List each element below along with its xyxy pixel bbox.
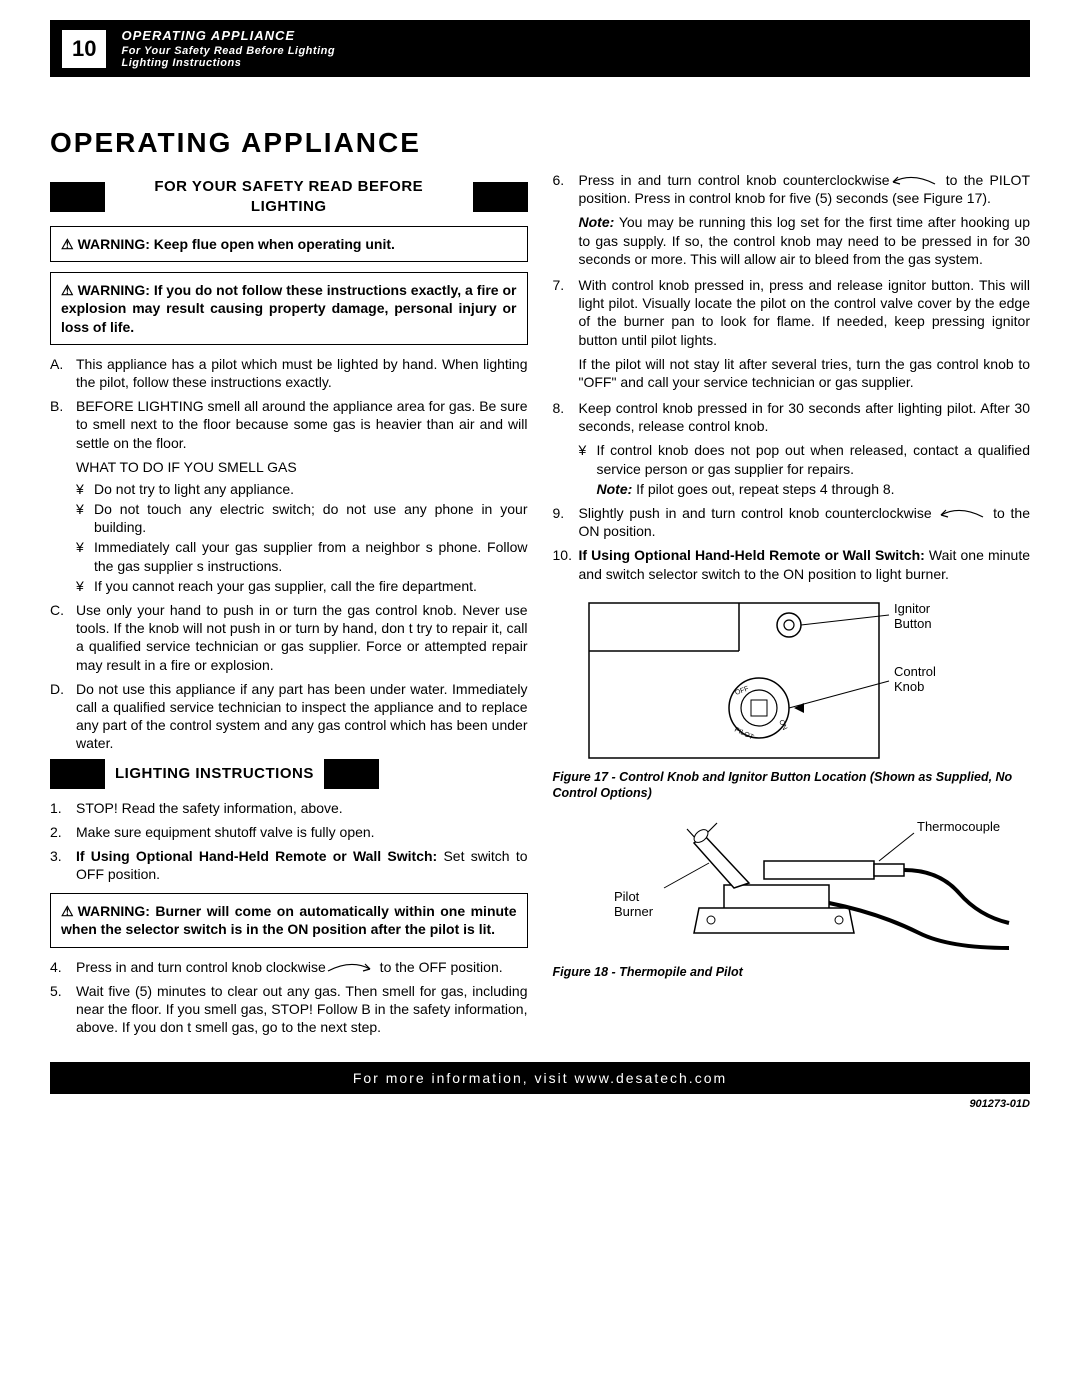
item-c: C.Use only your hand to push in or turn … [50, 601, 528, 674]
note-6: Note: You may be running this log set fo… [579, 213, 1031, 268]
safety-section-header: FOR YOUR SAFETY READ BEFORE LIGHTING [50, 177, 528, 216]
warning-1-text: WARNING: Keep flue open when operating u… [78, 236, 395, 252]
step-7: 7.With control knob pressed in, press an… [553, 276, 1031, 349]
step-3: 3.If Using Optional Hand-Held Remote or … [50, 847, 528, 883]
warning-box-3: ⚠WARNING: Burner will come on automatica… [50, 893, 528, 947]
item-a: A.This appliance has a pilot which must … [50, 355, 528, 391]
figure-17: Ignitor Button OFF PILOT ON Control Knob [579, 593, 1031, 763]
svg-text:Knob: Knob [894, 679, 924, 694]
smell-gas-list: WHAT TO DO IF YOU SMELL GAS ¥Do not try … [76, 458, 528, 595]
fig18-pilot-label: Pilot [614, 889, 640, 904]
warning-box-1: ⚠WARNING: Keep flue open when operating … [50, 226, 528, 262]
step-6: 6.Press in and turn control knob counter… [553, 171, 1031, 207]
counterclockwise-arrow-icon [937, 507, 987, 521]
right-column: 6.Press in and turn control knob counter… [553, 171, 1031, 1042]
step-5: 5.Wait five (5) minutes to clear out any… [50, 982, 528, 1037]
lighting-section-header: LIGHTING INSTRUCTIONS [50, 759, 528, 789]
smell-head: WHAT TO DO IF YOU SMELL GAS [76, 458, 528, 476]
svg-text:PILOT: PILOT [733, 726, 755, 741]
page-number: 10 [62, 30, 106, 68]
svg-text:Burner: Burner [614, 904, 654, 919]
figure-18: Thermocouple Pilot Burner [579, 813, 1031, 958]
svg-text:Button: Button [894, 616, 932, 631]
clockwise-arrow-icon [326, 961, 376, 975]
warning-3-text: WARNING: Burner will come on automatical… [61, 903, 517, 937]
header-sub2: Lighting Instructions [121, 57, 335, 69]
step-1: 1.STOP! Read the safety information, abo… [50, 799, 528, 817]
step-7b: If the pilot will not stay lit after sev… [579, 355, 1031, 391]
safety-header-label: FOR YOUR SAFETY READ BEFORE LIGHTING [105, 177, 473, 216]
header-text: OPERATING APPLIANCE For Your Safety Read… [121, 28, 335, 69]
fig17-ignitor-label: Ignitor [894, 601, 931, 616]
left-column: FOR YOUR SAFETY READ BEFORE LIGHTING ⚠WA… [50, 171, 528, 1042]
figure-18-caption: Figure 18 - Thermopile and Pilot [553, 964, 1031, 980]
lighting-header-label: LIGHTING INSTRUCTIONS [105, 764, 324, 784]
step-4: 4.Press in and turn control knob clockwi… [50, 958, 528, 976]
warning-2-text: WARNING: If you do not follow these inst… [61, 282, 517, 334]
step-8: 8.Keep control knob pressed in for 30 se… [553, 399, 1031, 435]
warning-icon: ⚠ [61, 235, 74, 253]
header-bar: 10 OPERATING APPLIANCE For Your Safety R… [50, 20, 1030, 77]
item-b: B.BEFORE LIGHTING smell all around the a… [50, 397, 528, 452]
header-sub1: For Your Safety Read Before Lighting [121, 45, 335, 57]
warning-icon: ⚠ [61, 902, 74, 920]
warning-box-2: ⚠WARNING: If you do not follow these ins… [50, 272, 528, 345]
step-9: 9.Slightly push in and turn control knob… [553, 504, 1031, 540]
fig18-thermo-label: Thermocouple [917, 819, 1000, 834]
step-8-sub: ¥If control knob does not pop out when r… [579, 441, 1031, 498]
figure-17-caption: Figure 17 - Control Knob and Ignitor But… [553, 769, 1031, 802]
footer-bar: For more information, visit www.desatech… [50, 1062, 1030, 1094]
doc-id: 901273-01D [50, 1098, 1030, 1110]
step-2: 2.Make sure equipment shutoff valve is f… [50, 823, 528, 841]
warning-icon: ⚠ [61, 281, 74, 299]
header-section: OPERATING APPLIANCE [121, 28, 335, 43]
counterclockwise-arrow-icon [889, 174, 939, 188]
item-d: D.Do not use this appliance if any part … [50, 680, 528, 753]
main-title: OPERATING APPLIANCE [50, 127, 1030, 159]
step-10: 10.If Using Optional Hand-Held Remote or… [553, 546, 1031, 582]
fig17-knob-label: Control [894, 664, 936, 679]
